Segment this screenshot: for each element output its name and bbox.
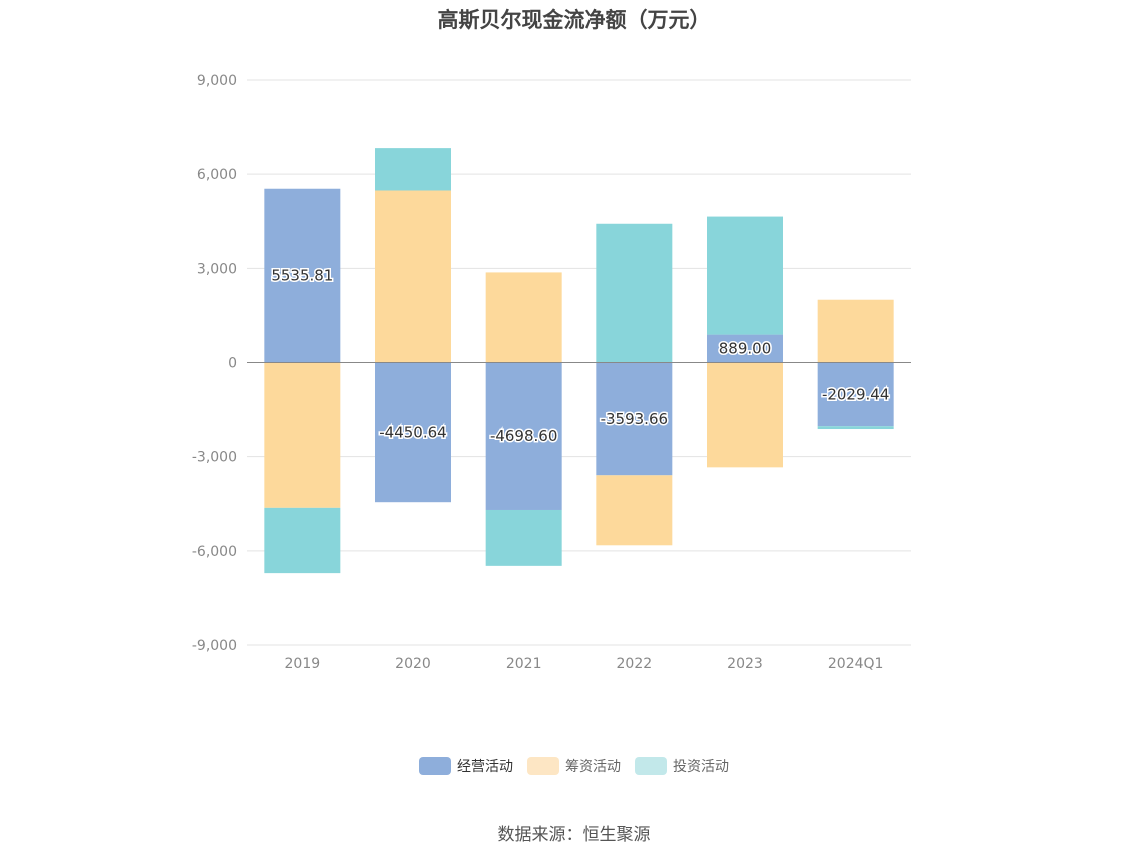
y-tick-label: -6,000 [192, 544, 237, 560]
bar-segment [375, 148, 451, 191]
bar-segment [817, 299, 894, 363]
chart-plot: 9,000 6,000 3,000 0 -3,000 -6,000 -9,000 2019 55… [192, 73, 911, 672]
legend-label-investing: 投资活动 [673, 759, 729, 775]
legend-label-operating: 经营活动 [457, 759, 513, 775]
data-label: -4698.60 [490, 427, 557, 445]
y-tick-label: 3,000 [197, 261, 237, 277]
legend-swatch-investing [635, 757, 667, 775]
bar-segment [707, 362, 783, 468]
y-tick-label: 9,000 [197, 73, 237, 89]
bar-segment [817, 362, 894, 427]
bar-segment [485, 509, 562, 566]
bar-segment [596, 475, 673, 546]
bar-segment [485, 362, 562, 510]
legend-item-financing[interactable]: 筹资活动 [527, 756, 621, 776]
bar-segment [264, 188, 341, 363]
y-tick-label: 0 [228, 356, 237, 372]
bar-segment [375, 190, 451, 363]
x-tick-label: 2024Q1 [828, 656, 884, 672]
chart-title: 高斯贝尔现金流净额（万元） [437, 8, 711, 32]
data-source: 数据来源：恒生聚源 [497, 825, 651, 845]
legend-swatch-operating [419, 757, 451, 775]
bar-segment [264, 507, 341, 574]
data-label: -3593.66 [601, 410, 668, 428]
data-label: -2029.44 [822, 385, 889, 403]
bar-segment [596, 223, 673, 363]
legend-label-financing: 筹资活动 [565, 759, 621, 775]
data-label: 889.00 [719, 340, 772, 358]
bar-segment [485, 272, 562, 363]
chart-legend: 经营活动 筹资活动 投资活动 [0, 756, 1148, 776]
y-tick-label: -3,000 [192, 450, 237, 466]
x-tick-label: 2021 [506, 656, 542, 672]
x-tick-label: 2019 [285, 656, 321, 672]
x-tick-label: 2022 [617, 656, 653, 672]
bar-segment [596, 362, 673, 476]
legend-swatch-financing [527, 757, 559, 775]
bar-segment [817, 426, 894, 430]
data-label: -4450.64 [379, 423, 446, 441]
y-tick-label: -9,000 [192, 638, 237, 654]
legend-item-investing[interactable]: 投资活动 [635, 756, 729, 776]
bar-segment [707, 216, 783, 335]
data-label: 5535.81 [271, 267, 333, 285]
bar-segment [707, 334, 783, 363]
y-tick-label: 6,000 [197, 167, 237, 183]
bar-segment [375, 362, 451, 503]
x-tick-label: 2023 [727, 656, 763, 672]
x-tick-label: 2020 [395, 656, 431, 672]
bar-segment [264, 362, 341, 508]
legend-item-operating[interactable]: 经营活动 [419, 756, 513, 776]
